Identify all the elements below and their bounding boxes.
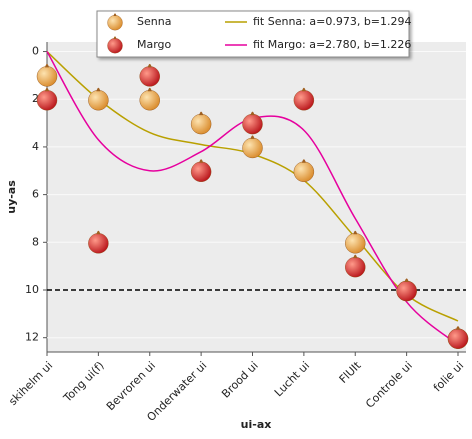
page: {"chart_data": {"type": "scatter", "x_la… xyxy=(0,0,472,439)
onion-body xyxy=(140,66,160,86)
onion-body xyxy=(140,90,160,110)
onion-body xyxy=(191,114,211,134)
y-tick-label: 10 xyxy=(25,283,39,296)
onion-body xyxy=(448,329,468,349)
legend-label: Margo xyxy=(137,38,172,51)
onion-body xyxy=(191,162,211,182)
x-tick-label: Tong ui(f) xyxy=(60,359,106,405)
x-tick-label: Controle ui xyxy=(363,359,415,411)
onion-body xyxy=(294,90,314,110)
chart: ui-ax uy-as 024681012skihelm uiTong ui(f… xyxy=(0,0,472,435)
y-tick-label: 0 xyxy=(32,45,39,58)
onion-body xyxy=(37,90,57,110)
x-tick-label: Brood ui xyxy=(219,359,261,401)
plot-area xyxy=(47,42,466,352)
y-tick-label: 6 xyxy=(32,188,39,201)
onion-body xyxy=(243,114,263,134)
legend-label: fit Senna: a=0.973, b=1.294 xyxy=(253,15,412,28)
y-tick-label: 12 xyxy=(25,331,39,344)
onion-body xyxy=(397,281,417,301)
onion-body xyxy=(243,138,263,158)
y-tick-label: 8 xyxy=(32,235,39,248)
legend-label: Senna xyxy=(137,15,171,28)
onion-body xyxy=(108,38,123,53)
onion-body xyxy=(294,162,314,182)
y-axis-label: uy-as xyxy=(5,180,18,214)
onion-body xyxy=(108,15,123,30)
x-tick-label: Lucht ui xyxy=(272,359,312,399)
x-tick-label: FlUIt xyxy=(337,359,364,386)
x-tick-label: Bevroren ui xyxy=(104,359,158,413)
onion-body xyxy=(88,233,108,253)
onion-body xyxy=(345,233,365,253)
x-tick-label: skihelm ui xyxy=(6,359,55,408)
y-tick-label: 4 xyxy=(32,140,39,153)
legend-label: fit Margo: a=2.780, b=1.226 xyxy=(253,38,411,51)
onion-body xyxy=(37,66,57,86)
onion-body xyxy=(88,90,108,110)
x-axis-label: ui-ax xyxy=(241,418,272,431)
onion-body xyxy=(345,257,365,277)
x-tick-label: folie ui xyxy=(431,359,466,394)
